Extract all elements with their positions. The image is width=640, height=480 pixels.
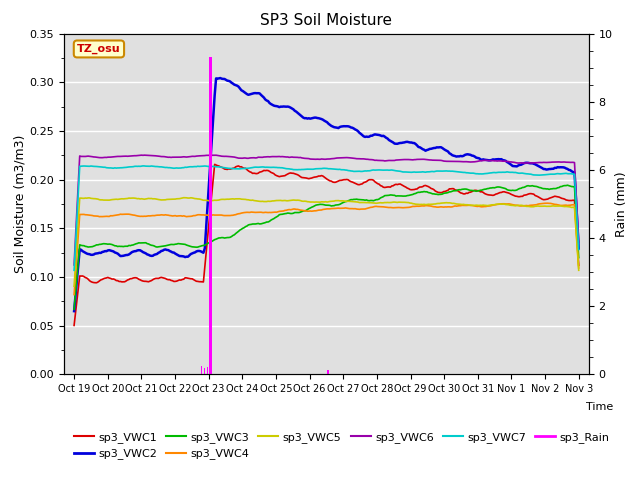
Line: sp3_VWC3: sp3_VWC3 bbox=[74, 185, 579, 310]
sp3_VWC1 bbox=[548, 194, 556, 200]
Line: sp3_VWC5: sp3_VWC5 bbox=[74, 198, 579, 286]
sp3_VWC7 bbox=[70, 267, 78, 273]
sp3_VWC4 bbox=[544, 200, 552, 206]
Text: TZ_osu: TZ_osu bbox=[77, 44, 121, 54]
sp3_VWC4 bbox=[237, 210, 245, 216]
sp3_VWC7 bbox=[575, 247, 582, 252]
sp3_VWC3 bbox=[221, 235, 228, 241]
Legend: sp3_VWC1, sp3_VWC2, sp3_VWC3, sp3_VWC4, sp3_VWC5, sp3_VWC6, sp3_VWC7, sp3_Rain: sp3_VWC1, sp3_VWC2, sp3_VWC3, sp3_VWC4, … bbox=[70, 428, 614, 464]
sp3_VWC1 bbox=[222, 167, 230, 172]
Title: SP3 Soil Moisture: SP3 Soil Moisture bbox=[260, 13, 392, 28]
sp3_VWC3 bbox=[237, 227, 245, 232]
sp3_VWC5 bbox=[180, 195, 188, 201]
sp3_VWC6 bbox=[141, 152, 148, 158]
sp3_VWC1 bbox=[239, 165, 246, 170]
sp3_VWC4 bbox=[548, 201, 556, 206]
sp3_VWC2 bbox=[575, 246, 582, 252]
sp3_VWC7 bbox=[132, 163, 140, 169]
Y-axis label: Soil Moisture (m3/m3): Soil Moisture (m3/m3) bbox=[13, 135, 27, 273]
sp3_VWC6 bbox=[575, 239, 582, 245]
sp3_VWC7 bbox=[247, 165, 255, 170]
sp3_VWC6 bbox=[247, 155, 255, 161]
sp3_VWC5 bbox=[548, 203, 556, 209]
sp3_VWC7 bbox=[139, 163, 147, 169]
sp3_VWC3 bbox=[291, 210, 299, 216]
sp3_VWC3 bbox=[132, 241, 140, 247]
Bar bbox=[328, 370, 329, 374]
sp3_VWC5 bbox=[70, 283, 78, 289]
Line: sp3_VWC6: sp3_VWC6 bbox=[74, 155, 579, 265]
sp3_VWC1 bbox=[575, 263, 582, 268]
sp3_VWC2 bbox=[216, 75, 224, 81]
sp3_VWC4 bbox=[70, 292, 78, 298]
sp3_VWC5 bbox=[222, 196, 230, 202]
sp3_VWC2 bbox=[247, 91, 255, 97]
sp3_VWC6 bbox=[239, 156, 246, 161]
sp3_VWC2 bbox=[548, 166, 556, 172]
Bar bbox=[209, 58, 212, 374]
Bar bbox=[207, 367, 208, 374]
Line: sp3_VWC1: sp3_VWC1 bbox=[74, 164, 579, 325]
sp3_VWC4 bbox=[221, 213, 228, 218]
sp3_VWC1 bbox=[247, 169, 255, 175]
sp3_VWC2 bbox=[239, 88, 246, 94]
sp3_VWC7 bbox=[239, 166, 246, 171]
sp3_VWC6 bbox=[132, 153, 140, 158]
sp3_VWC3 bbox=[246, 222, 253, 228]
sp3_VWC6 bbox=[70, 262, 78, 268]
sp3_VWC7 bbox=[222, 165, 230, 171]
sp3_VWC1 bbox=[211, 161, 218, 167]
sp3_VWC5 bbox=[239, 196, 246, 202]
sp3_VWC4 bbox=[132, 213, 140, 218]
sp3_VWC3 bbox=[575, 255, 582, 261]
sp3_VWC2 bbox=[132, 248, 140, 254]
sp3_VWC6 bbox=[222, 154, 230, 159]
sp3_VWC2 bbox=[222, 77, 230, 83]
Line: sp3_VWC4: sp3_VWC4 bbox=[74, 203, 579, 295]
sp3_VWC4 bbox=[291, 206, 299, 212]
sp3_VWC5 bbox=[292, 197, 300, 203]
sp3_VWC4 bbox=[246, 210, 253, 216]
X-axis label: Time: Time bbox=[586, 402, 613, 412]
Bar bbox=[200, 366, 202, 374]
sp3_VWC2 bbox=[70, 308, 78, 314]
sp3_VWC3 bbox=[564, 182, 572, 188]
sp3_VWC3 bbox=[547, 186, 554, 192]
sp3_VWC7 bbox=[292, 167, 300, 172]
sp3_VWC3 bbox=[70, 307, 78, 312]
Y-axis label: Rain (mm): Rain (mm) bbox=[615, 171, 628, 237]
sp3_VWC5 bbox=[575, 267, 582, 273]
sp3_VWC1 bbox=[132, 275, 140, 281]
Line: sp3_VWC2: sp3_VWC2 bbox=[74, 78, 579, 311]
sp3_VWC1 bbox=[70, 323, 78, 328]
sp3_VWC1 bbox=[292, 171, 300, 177]
sp3_VWC5 bbox=[132, 195, 140, 201]
Bar bbox=[204, 368, 205, 374]
sp3_VWC6 bbox=[548, 159, 556, 165]
sp3_VWC5 bbox=[247, 197, 255, 203]
sp3_VWC6 bbox=[292, 155, 300, 160]
sp3_VWC2 bbox=[292, 109, 300, 115]
sp3_VWC7 bbox=[548, 171, 556, 177]
Line: sp3_VWC7: sp3_VWC7 bbox=[74, 166, 579, 270]
sp3_VWC4 bbox=[575, 265, 582, 271]
